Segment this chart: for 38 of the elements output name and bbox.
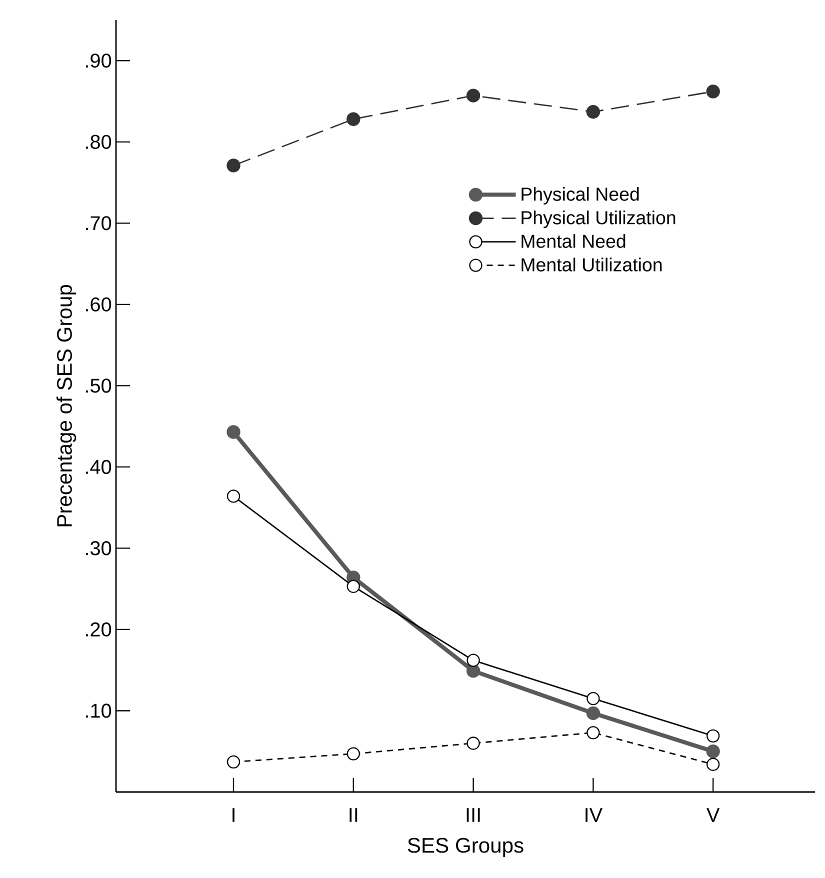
point [706, 84, 720, 98]
legend-label: Mental Utilization [522, 258, 662, 272]
point [586, 726, 600, 740]
point [226, 755, 240, 769]
x-tick-label: III [466, 808, 480, 822]
y-tick-label: .30 [86, 541, 112, 556]
point [226, 490, 240, 503]
point [466, 736, 480, 750]
y-tick-label: .40 [86, 460, 112, 474]
x-tick-label: V [706, 808, 720, 822]
x-tick-label: I [232, 808, 234, 822]
point [226, 158, 240, 172]
point [586, 706, 600, 720]
point [226, 425, 240, 439]
x-axis-title: SES Groups [408, 838, 524, 857]
point [466, 88, 480, 102]
y-tick-label: .10 [86, 704, 112, 718]
point [706, 729, 720, 743]
x-tick-label: II [350, 808, 358, 822]
y-tick-label: .20 [86, 622, 112, 637]
y-tick-label: .50 [86, 378, 112, 393]
legend-label: Physical Utilization [522, 210, 676, 228]
point [586, 692, 600, 706]
point [466, 654, 480, 667]
point [586, 104, 600, 119]
y-tick-label: .60 [86, 297, 112, 312]
point [346, 112, 360, 126]
y-tick-label: .90 [86, 54, 112, 68]
point [346, 747, 360, 760]
legend-label: Physical Need [522, 187, 639, 205]
y-tick-label: .70 [86, 216, 112, 230]
x-tick-label: IV [586, 808, 603, 822]
point [706, 744, 720, 758]
y-axis-title: Precentage of SES Group [56, 285, 76, 526]
point [706, 758, 720, 771]
point [346, 580, 360, 593]
legend-label: Mental Need [522, 234, 626, 248]
y-tick-label: .80 [86, 134, 112, 149]
